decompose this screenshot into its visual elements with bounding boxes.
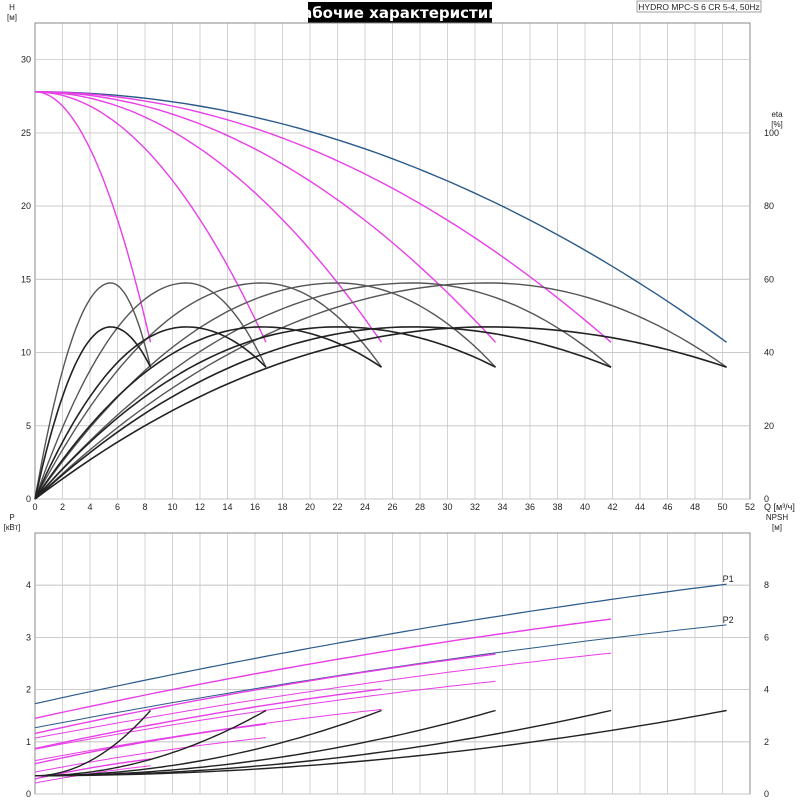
x-tick-label: 28 [415, 502, 425, 512]
x-tick-label: 16 [250, 502, 260, 512]
x-tick-label: 32 [470, 502, 480, 512]
y-tick-label-right: 4 [764, 685, 769, 695]
x-tick-label: 26 [387, 502, 397, 512]
x-tick-label: 40 [580, 502, 590, 512]
y-axis-label-right: eta [771, 110, 783, 119]
grid-layer [34, 22, 751, 795]
y-tick-label-right: 0 [764, 494, 769, 504]
head-curve [34, 91, 152, 343]
power-curve [34, 618, 612, 719]
npsh-curve [35, 710, 152, 777]
subtitle-box [636, 0, 762, 13]
x-tick-label: 18 [277, 502, 287, 512]
x-axis-label: Q [м³/ч] [764, 502, 795, 512]
efficiency-curve [34, 326, 727, 500]
y-axis-label-left: H [9, 3, 15, 12]
x-tick-label: 30 [442, 502, 452, 512]
y-axis-label-left: [кВт] [4, 523, 21, 532]
y-axis-label-left: P [9, 513, 14, 522]
y-tick-label-left: 20 [21, 201, 31, 211]
title-background [308, 2, 492, 23]
efficiency-curve [34, 282, 383, 500]
x-tick-label: 22 [332, 502, 342, 512]
efficiency-curve [34, 282, 727, 500]
efficiency-curve [34, 326, 267, 500]
y-tick-label-left: 10 [21, 348, 31, 358]
y-axis-label-right: NPSH [766, 513, 788, 522]
y-tick-label-left: 15 [21, 274, 31, 284]
power-curve [34, 737, 267, 773]
y-tick-label-left: 4 [26, 580, 31, 590]
x-tick-label: 44 [635, 502, 645, 512]
head-curve [34, 91, 383, 343]
npsh-curve [35, 709, 267, 777]
y-tick-label-right: 8 [764, 580, 769, 590]
x-tick-label: 34 [497, 502, 507, 512]
efficiency-curve [34, 282, 267, 500]
y-tick-label-left: 0 [26, 494, 31, 504]
y-tick-label-left: 0 [26, 789, 31, 799]
y-axis-label-left: [м] [7, 13, 17, 22]
efficiency-curve [34, 282, 612, 500]
y-tick-label-left: 3 [26, 632, 31, 642]
y-tick-label-right: 60 [764, 274, 774, 284]
npsh-curve [35, 709, 727, 777]
power-curve [34, 723, 267, 765]
y-tick-label-left: 1 [26, 737, 31, 747]
y-tick-label-left: 2 [26, 685, 31, 695]
x-tick-label: 38 [552, 502, 562, 512]
y-tick-label-left: 25 [21, 128, 31, 138]
y-tick-label-left: 5 [26, 421, 31, 431]
x-tick-label: 0 [32, 502, 37, 512]
chart-subtitle: HYDRO MPC-S 6 CR 5-4, 50Hz [638, 2, 759, 12]
x-tick-label: 2 [60, 502, 65, 512]
power-curve-p1 [34, 583, 727, 705]
x-tick-label: 46 [662, 502, 672, 512]
y-tick-label-right: 2 [764, 737, 769, 747]
head-curve [34, 91, 728, 343]
x-tick-label: 24 [360, 502, 370, 512]
head-curve [34, 91, 612, 343]
head-curve [34, 91, 267, 343]
y-tick-label-right: 0 [764, 789, 769, 799]
efficiency-curve [34, 326, 152, 500]
y-tick-label-right: 20 [764, 421, 774, 431]
x-tick-label: 36 [525, 502, 535, 512]
x-tick-label: 8 [142, 502, 147, 512]
efficiency-curve [34, 282, 152, 500]
head-curve [34, 91, 497, 343]
efficiency-curve [34, 326, 382, 500]
y-tick-label-left: 30 [21, 55, 31, 65]
y-tick-label-right: 80 [764, 201, 774, 211]
x-tick-label: 20 [305, 502, 315, 512]
x-tick-label: 6 [115, 502, 120, 512]
y-axis-label-right: [%] [771, 120, 783, 129]
x-tick-label: 48 [690, 502, 700, 512]
power-curve [34, 652, 612, 739]
chart-title: Рабочие характеристики [291, 4, 509, 22]
power-curve [34, 653, 496, 735]
x-tick-label: 10 [167, 502, 177, 512]
series-label-p1: P1 [723, 574, 734, 584]
y-tick-label-right: 40 [764, 348, 774, 358]
y-axis-label-right: [м] [772, 523, 782, 532]
x-tick-label: 14 [222, 502, 232, 512]
y-tick-label-right: 6 [764, 632, 769, 642]
x-tick-label: 52 [745, 502, 755, 512]
series-label-p2: P2 [723, 615, 734, 625]
x-tick-label: 42 [607, 502, 617, 512]
x-tick-label: 12 [195, 502, 205, 512]
y-tick-label-right: 100 [764, 128, 779, 138]
efficiency-curve [34, 326, 496, 500]
curve-layer [34, 91, 728, 784]
axis-layer: 0 2 4 6 8 10 12 14 16 18 20 22 24 26 28 30 32 34 36 38 40 42 4… [4, 3, 795, 799]
x-tick-label: 50 [717, 502, 727, 512]
efficiency-curve [34, 326, 612, 500]
npsh-curve [35, 709, 382, 777]
power-curve [34, 688, 382, 750]
x-tick-label: 4 [87, 502, 92, 512]
